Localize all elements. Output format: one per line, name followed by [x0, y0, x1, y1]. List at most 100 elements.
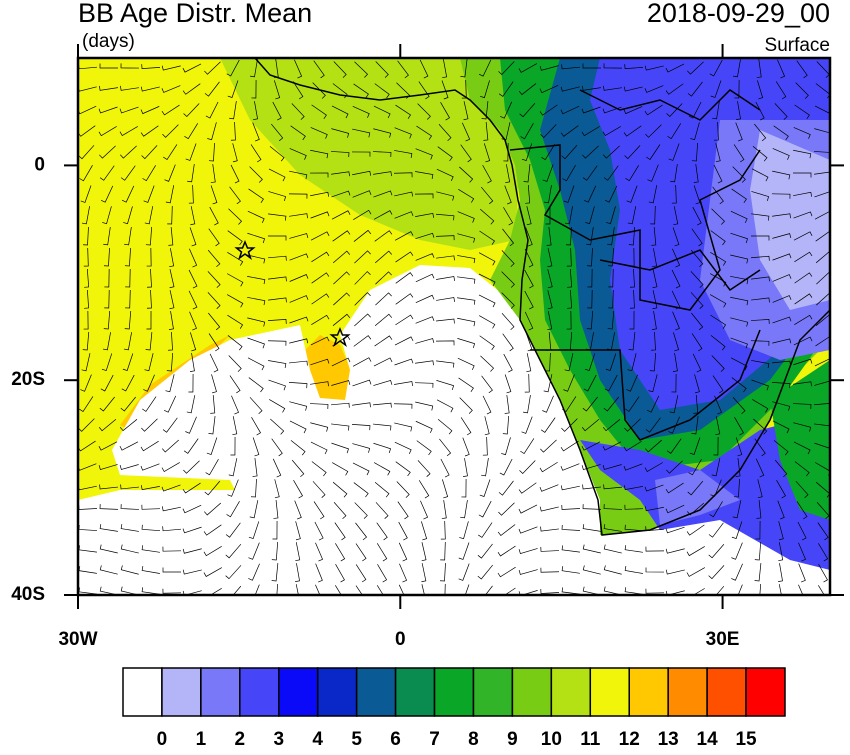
colorbar: 0 1 2 3 4 5 6 7 8 9 10 11 12 13 14 15: [122, 667, 786, 750]
wind-barb: [208, 312, 221, 331]
wind-barb: [710, 294, 727, 308]
wind-barb: [644, 506, 664, 512]
wind-barb: [124, 311, 132, 330]
wind-barb: [395, 314, 414, 326]
wind-barb: [227, 80, 239, 98]
wind-barb: [375, 292, 392, 306]
wind-barb: [99, 544, 118, 554]
wind-barb: [603, 396, 619, 412]
wind-barb: [250, 478, 257, 498]
wind-barb: [295, 542, 301, 562]
wind-barb: [225, 565, 242, 580]
x-tick-label: 30E: [706, 629, 740, 650]
wind-barb: [331, 380, 351, 386]
wind-barb: [582, 396, 598, 412]
wind-barb: [163, 395, 177, 413]
colorbar-label: 9: [507, 729, 518, 750]
wind-barb: [671, 269, 681, 289]
wind-barb: [815, 83, 830, 99]
wind-barb: [478, 252, 496, 266]
wind-barb: [332, 481, 348, 498]
wind-barb: [665, 526, 685, 534]
wind-barb: [690, 271, 704, 288]
wind-barb: [225, 522, 241, 538]
wind-barb: [502, 415, 510, 435]
wind-barb: [188, 269, 198, 289]
wind-barb: [335, 564, 345, 583]
wind-barb: [182, 548, 202, 554]
wind-barb: [146, 247, 152, 267]
wind-barb: [421, 563, 427, 583]
wind-barb: [267, 319, 287, 324]
wind-barb: [119, 441, 139, 451]
wind-barb: [457, 297, 476, 305]
wind-barb: [484, 416, 490, 436]
wind-barb: [204, 502, 221, 516]
wind-barb: [730, 232, 749, 244]
wind-barb: [564, 206, 573, 225]
wind-barb: [458, 188, 475, 203]
wind-barb: [182, 63, 202, 73]
wind-barb: [311, 293, 330, 305]
wind-barb: [693, 164, 699, 183]
wind-barb: [625, 165, 639, 182]
wind-barb: [672, 227, 680, 247]
wind-barb: [733, 478, 740, 498]
wind-barb: [205, 459, 219, 476]
wind-barb: [394, 441, 412, 455]
wind-barb: [497, 524, 516, 536]
wind-barb: [542, 164, 554, 182]
colorbar-swatch: [706, 667, 747, 717]
wind-barb: [497, 566, 516, 578]
wind-barb: [415, 148, 433, 160]
wind-barb: [690, 122, 700, 141]
wind-barb: [274, 479, 280, 499]
wind-barb: [182, 504, 202, 514]
wind-barb: [376, 543, 388, 562]
wind-barb: [187, 164, 195, 183]
wind-barb: [582, 484, 601, 490]
wind-barb: [587, 289, 593, 309]
wind-barb: [686, 546, 705, 557]
wind-barb: [566, 247, 572, 267]
wind-barb: [289, 420, 307, 434]
wind-barb: [586, 247, 593, 267]
wind-barb: [482, 436, 488, 456]
wind-barb: [289, 148, 307, 160]
wind-barb: [204, 81, 220, 97]
wind-barb: [78, 145, 95, 160]
wind-barb: [333, 271, 350, 285]
wind-barb: [793, 441, 811, 455]
wind-barb: [457, 233, 476, 243]
wind-barb: [353, 83, 369, 99]
wind-barb: [501, 313, 515, 330]
colorbar-swatch: [550, 667, 592, 717]
wind-barb: [435, 235, 455, 241]
wind-barb: [421, 584, 425, 595]
wind-barb: [772, 213, 791, 219]
wind-barb: [623, 440, 642, 452]
wind-barb: [582, 145, 599, 159]
site-star: [329, 327, 351, 347]
wind-barb: [794, 314, 813, 325]
wind-barb: [123, 206, 133, 225]
wind-barb: [355, 585, 363, 595]
wind-barb: [463, 458, 468, 477]
colorbar-label: 7: [429, 729, 440, 750]
wind-barb: [394, 336, 414, 346]
wind-barb: [524, 373, 530, 393]
wind-barb: [499, 458, 513, 476]
wind-barb: [460, 500, 468, 519]
wind-barb: [672, 248, 681, 268]
wind-barb: [162, 124, 179, 138]
wind-barb: [311, 251, 330, 263]
wind-barb: [271, 563, 279, 582]
wind-barb: [754, 123, 767, 142]
wind-barb: [818, 543, 829, 562]
wind-barb: [289, 233, 309, 239]
wind-barb: [271, 541, 279, 561]
wind-barb: [373, 423, 392, 431]
wind-barb: [394, 358, 414, 366]
wind-barb: [686, 588, 705, 595]
wind-barb: [330, 151, 350, 158]
